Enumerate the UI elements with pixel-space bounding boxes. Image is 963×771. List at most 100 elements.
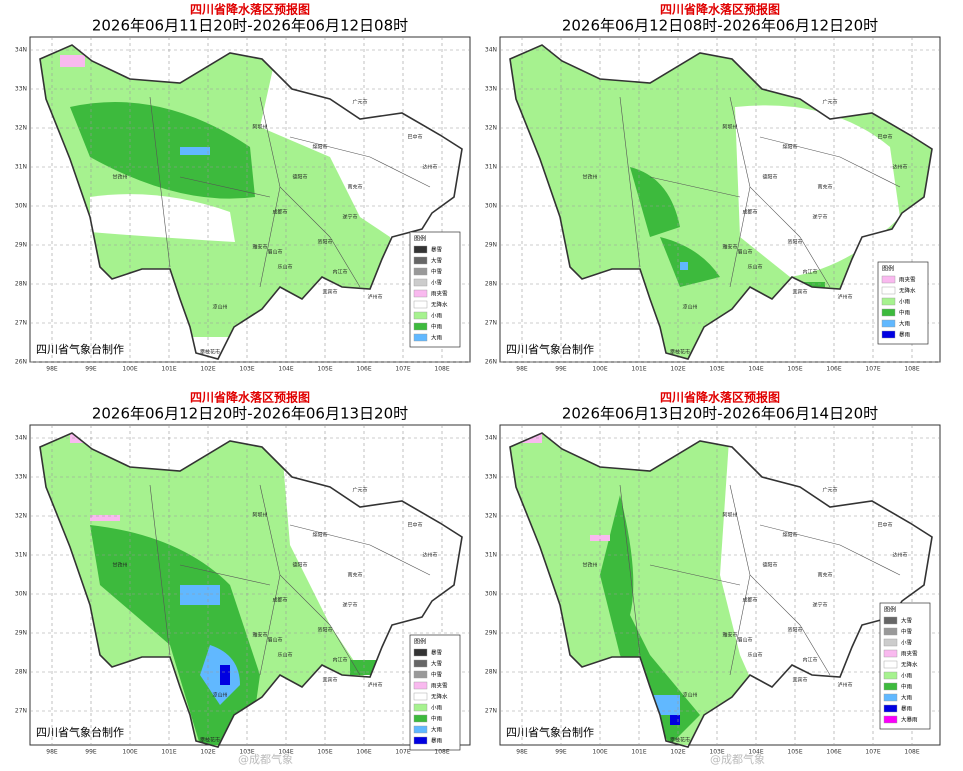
lon-label: 101E	[161, 366, 176, 373]
province-outline	[39, 432, 463, 748]
city-label: 成都市	[272, 209, 287, 216]
city-label: 凉山州	[682, 304, 697, 311]
lon-label: 105E	[317, 366, 332, 373]
city-label: 南充市	[817, 184, 832, 191]
lat-label: 34N	[15, 435, 27, 442]
rain-zone	[70, 102, 255, 199]
city-label: 泸州市	[837, 294, 852, 301]
city-label: 阿坝州	[252, 124, 267, 131]
city-label: 达州市	[422, 164, 437, 171]
city-label: 乐山市	[277, 652, 292, 659]
legend-label: 中雪	[431, 671, 443, 679]
city-label: 泸州市	[367, 682, 382, 689]
lon-label: 102E	[670, 749, 685, 756]
lat-label: 29N	[15, 242, 27, 249]
city-label: 广元市	[822, 487, 837, 494]
legend-swatch	[413, 659, 428, 668]
lat-label: 26N	[485, 359, 497, 366]
lat-label: 33N	[15, 86, 27, 93]
map-footer: 四川省气象台制作	[36, 725, 124, 739]
legend-swatch	[413, 648, 428, 657]
legend-label: 雨夹雪	[431, 682, 448, 690]
lon-label: 102E	[670, 366, 685, 373]
map-footer: 四川省气象台制作	[506, 725, 594, 739]
city-label: 巴中市	[407, 134, 422, 141]
legend-label: 中雨	[431, 715, 443, 723]
legend-label: 小雨	[431, 312, 443, 320]
city-borders	[619, 484, 901, 676]
lat-label: 33N	[485, 86, 497, 93]
lon-label: 108E	[904, 749, 919, 756]
legend-label: 大雪	[431, 660, 443, 668]
city-label: 广元市	[352, 487, 367, 494]
lon-label: 107E	[865, 366, 880, 373]
legend-label: 暴雪	[431, 247, 443, 254]
lon-label: 107E	[395, 366, 410, 373]
legend-swatch	[413, 670, 428, 679]
legend-swatch	[413, 322, 428, 331]
city-label: 雅安市	[252, 244, 267, 251]
city-label: 达州市	[892, 552, 907, 559]
rain-zone	[180, 147, 210, 155]
city-label: 遂宁市	[812, 214, 827, 221]
map-footer: 四川省气象台制作	[506, 342, 594, 356]
legend-swatch	[413, 714, 428, 723]
lon-label: 99E	[555, 366, 567, 373]
city-label: 眉山市	[737, 249, 752, 256]
city-label: 广元市	[352, 99, 367, 106]
city-label: 攀枝花市	[200, 737, 220, 744]
city-label: 广元市	[822, 99, 837, 106]
city-label: 甘孜州	[582, 174, 597, 181]
legend-swatch	[881, 319, 896, 328]
legend-swatch	[883, 671, 898, 680]
city-label: 雅安市	[252, 632, 267, 639]
legend-swatch	[883, 704, 898, 713]
lon-label: 98E	[46, 749, 58, 756]
legend-title: 图例	[884, 606, 896, 614]
city-label: 内江市	[332, 269, 347, 276]
lon-label: 100E	[592, 749, 607, 756]
lon-label: 108E	[434, 366, 449, 373]
lon-label: 98E	[516, 749, 528, 756]
rain-zone	[60, 55, 85, 67]
lon-label: 101E	[161, 749, 176, 756]
city-label: 雅安市	[722, 632, 737, 639]
legend-label: 中雪	[901, 628, 913, 636]
lat-label: 32N	[485, 125, 497, 132]
lon-label: 98E	[516, 366, 528, 373]
legend-swatch	[413, 289, 428, 298]
city-label: 巴中市	[407, 522, 422, 529]
legend-label: 雨夹雪	[899, 276, 916, 284]
lon-label: 107E	[395, 749, 410, 756]
legend-label: 中雪	[431, 268, 443, 276]
map-subtitle: 2026年06月12日20时-2026年06月13日20时	[92, 405, 408, 423]
province-outline	[509, 432, 933, 748]
legend-swatch	[413, 278, 428, 287]
city-borders	[619, 96, 901, 288]
legend-swatch	[413, 703, 428, 712]
lat-label: 34N	[485, 47, 497, 54]
lon-label: 107E	[865, 749, 880, 756]
city-label: 甘孜州	[582, 562, 597, 569]
legend-label: 无降水	[431, 693, 448, 701]
rain-zone	[600, 495, 700, 745]
city-label: 遂宁市	[342, 214, 357, 221]
lon-label: 100E	[122, 366, 137, 373]
lon-label: 104E	[748, 366, 763, 373]
lon-label: 105E	[317, 749, 332, 756]
legend-swatch	[883, 682, 898, 691]
lon-label: 103E	[709, 366, 724, 373]
legend-label: 雨夹雪	[431, 290, 448, 298]
city-label: 乐山市	[747, 652, 762, 659]
legend-swatch	[413, 311, 428, 320]
legend-swatch	[413, 300, 428, 309]
legend-label: 暴雪	[431, 650, 443, 657]
map-footer: 四川省气象台制作	[36, 342, 124, 356]
map-subtitle: 2026年06月11日20时-2026年06月12日08时	[92, 17, 408, 35]
city-label: 眉山市	[267, 249, 282, 256]
lat-label: 31N	[15, 164, 27, 171]
legend-swatch	[881, 308, 896, 317]
city-label: 攀枝花市	[670, 737, 690, 744]
